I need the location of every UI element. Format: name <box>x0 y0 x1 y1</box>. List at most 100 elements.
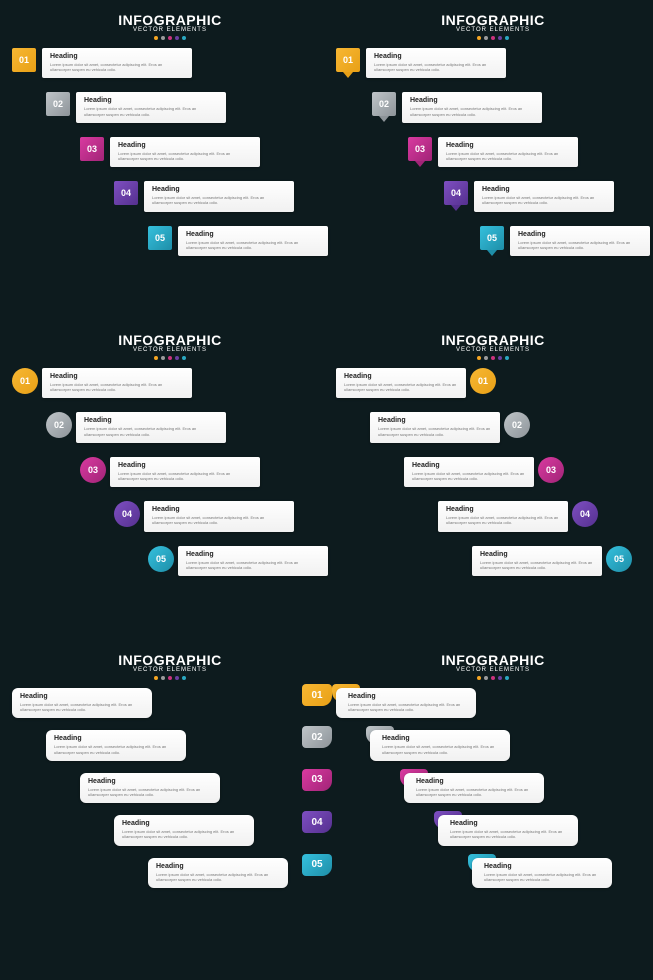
step-body: Lorem ipsum dolor sit amet, consectetur … <box>122 829 246 839</box>
step-row: 02 HeadingLorem ipsum dolor sit amet, con… <box>372 92 650 122</box>
step-body: Lorem ipsum dolor sit amet, consectetur … <box>480 560 594 570</box>
step-card: HeadingLorem ipsum dolor sit amet, conse… <box>404 457 534 487</box>
step-body: Lorem ipsum dolor sit amet, consectetur … <box>446 151 570 161</box>
step-heading: Heading <box>152 506 286 513</box>
step-body: Lorem ipsum dolor sit amet, consectetur … <box>348 702 468 712</box>
dot <box>505 356 509 360</box>
step-row: 04 HeadingLorem ipsum dolor sit amet, con… <box>444 181 650 211</box>
step-card: HeadingLorem ipsum dolor sit amet, conse… <box>80 773 220 803</box>
step-body: Lorem ipsum dolor sit amet, consectetur … <box>416 787 536 797</box>
step-number-badge: 01 <box>12 48 36 72</box>
step-row: 03HeadingLorem ipsum dolor sit amet, con… <box>408 137 650 167</box>
step-card: HeadingLorem ipsum dolor sit amet, conse… <box>366 48 506 78</box>
step-number-badge: 01 <box>12 368 38 394</box>
step-card: Heading Lorem ipsum dolor sit amet, conse… <box>472 858 612 888</box>
step-card: HeadingLorem ipsum dolor sit amet, conse… <box>148 858 288 888</box>
step-row: 05HeadingLorem ipsum dolor sit amet, con… <box>148 546 328 576</box>
step-heading: Heading <box>88 778 212 785</box>
step-number-badge: 05 <box>480 226 504 250</box>
infographic-grid: INFOGRAPHICVECTOR ELEMENTS01HeadingLorem… <box>0 0 653 980</box>
step-row: HeadingLorem ipsum dolor sit amet, conse… <box>472 546 650 576</box>
step-heading: Heading <box>50 373 184 380</box>
dot <box>498 676 502 680</box>
step-card: HeadingLorem ipsum dolor sit amet, conse… <box>114 815 254 845</box>
step-card: HeadingLorem ipsum dolor sit amet, conse… <box>76 412 226 442</box>
dot <box>182 356 186 360</box>
step-heading: Heading <box>410 97 534 104</box>
step-number: 02 <box>512 420 522 430</box>
dot <box>498 36 502 40</box>
step-number: 05 <box>155 233 165 243</box>
step-body: Lorem ipsum dolor sit amet, consectetur … <box>156 872 280 882</box>
step-number: 04 <box>580 509 590 519</box>
panel-header: INFOGRAPHICVECTOR ELEMENTS <box>336 12 650 40</box>
step-heading: Heading <box>416 778 536 785</box>
step-card: HeadingLorem ipsum dolor sit amet, conse… <box>402 92 542 122</box>
step-number-badge: 05 <box>148 546 174 572</box>
dot <box>484 356 488 360</box>
dot <box>161 676 165 680</box>
step-card: HeadingLorem ipsum dolor sit amet, conse… <box>144 501 294 531</box>
step-heading: Heading <box>374 53 498 60</box>
steps-container: 01HeadingLorem ipsum dolor sit amet, con… <box>12 48 328 256</box>
step-number: 02 <box>379 99 389 109</box>
step-heading: Heading <box>518 231 642 238</box>
step-number: 04 <box>451 188 461 198</box>
step-heading: Heading <box>484 863 604 870</box>
step-row: 03HeadingLorem ipsum dolor sit amet, con… <box>80 773 328 803</box>
step-heading: Heading <box>348 693 468 700</box>
step-heading: Heading <box>118 462 252 469</box>
title-main: INFOGRAPHIC <box>336 12 650 28</box>
step-row: 05HeadingLorem ipsum dolor sit amet, con… <box>148 226 328 256</box>
dot <box>182 36 186 40</box>
dot <box>168 356 172 360</box>
step-number: 03 <box>546 465 556 475</box>
panel-header: INFOGRAPHICVECTOR ELEMENTS <box>336 652 650 680</box>
step-number-badge: 03 <box>538 457 564 483</box>
panel-header: INFOGRAPHICVECTOR ELEMENTS <box>12 652 328 680</box>
dot <box>477 356 481 360</box>
step-card: HeadingLorem ipsum dolor sit amet, conse… <box>144 181 294 211</box>
infographic-panel: INFOGRAPHICVECTOR ELEMENTSHeadingLorem i… <box>332 330 653 650</box>
step-heading: Heading <box>152 186 286 193</box>
step-row: 04HeadingLorem ipsum dolor sit amet, con… <box>114 501 328 531</box>
infographic-panel: INFOGRAPHICVECTOR ELEMENTS01HeadingLorem… <box>332 10 653 330</box>
dot <box>168 36 172 40</box>
step-body: Lorem ipsum dolor sit amet, consectetur … <box>186 560 320 570</box>
step-number-badge: 02 <box>372 92 396 116</box>
step-number-badge: 03 <box>408 137 432 161</box>
step-heading: Heading <box>450 820 570 827</box>
step-heading: Heading <box>344 373 458 380</box>
step-row: 02HeadingLorem ipsum dolor sit amet, con… <box>46 730 328 760</box>
dot <box>154 36 158 40</box>
step-heading: Heading <box>382 735 502 742</box>
dot <box>477 36 481 40</box>
step-body: Lorem ipsum dolor sit amet, consectetur … <box>450 829 570 839</box>
step-row: 04HeadingLorem ipsum dolor sit amet, con… <box>438 815 650 845</box>
steps-container: 01HeadingLorem ipsum dolor sit amet, con… <box>12 368 328 576</box>
step-card: HeadingLorem ipsum dolor sit amet, conse… <box>472 546 602 576</box>
step-heading: Heading <box>84 97 218 104</box>
step-body: Lorem ipsum dolor sit amet, consectetur … <box>118 151 252 161</box>
step-body: Lorem ipsum dolor sit amet, consectetur … <box>484 872 604 882</box>
dot-row <box>12 676 328 680</box>
step-row: 03HeadingLorem ipsum dolor sit amet, con… <box>80 137 328 167</box>
step-number: 05 <box>311 859 322 870</box>
step-card: HeadingLorem ipsum dolor sit amet, conse… <box>438 501 568 531</box>
step-card: HeadingLorem ipsum dolor sit amet, conse… <box>474 181 614 211</box>
step-number-badge: 02 <box>302 726 332 748</box>
step-row: 04HeadingLorem ipsum dolor sit amet, con… <box>114 181 328 211</box>
step-row: HeadingLorem ipsum dolor sit amet, conse… <box>370 412 650 442</box>
step-card: HeadingLorem ipsum dolor sit amet, conse… <box>370 412 500 442</box>
step-number: 01 <box>343 55 353 65</box>
step-heading: Heading <box>20 693 144 700</box>
step-number-badge: 03 <box>80 137 104 161</box>
step-number: 02 <box>53 99 63 109</box>
step-number-badge: 05 <box>606 546 632 572</box>
step-row: 01HeadingLorem ipsum dolor sit amet, con… <box>12 368 328 398</box>
steps-container: 01HeadingLorem ipsum dolor sit amet, con… <box>336 688 650 888</box>
step-card: HeadingLorem ipsum dolor sit amet, conse… <box>336 368 466 398</box>
step-number-badge: 01 <box>470 368 496 394</box>
dot <box>154 356 158 360</box>
title-main: INFOGRAPHIC <box>12 12 328 28</box>
